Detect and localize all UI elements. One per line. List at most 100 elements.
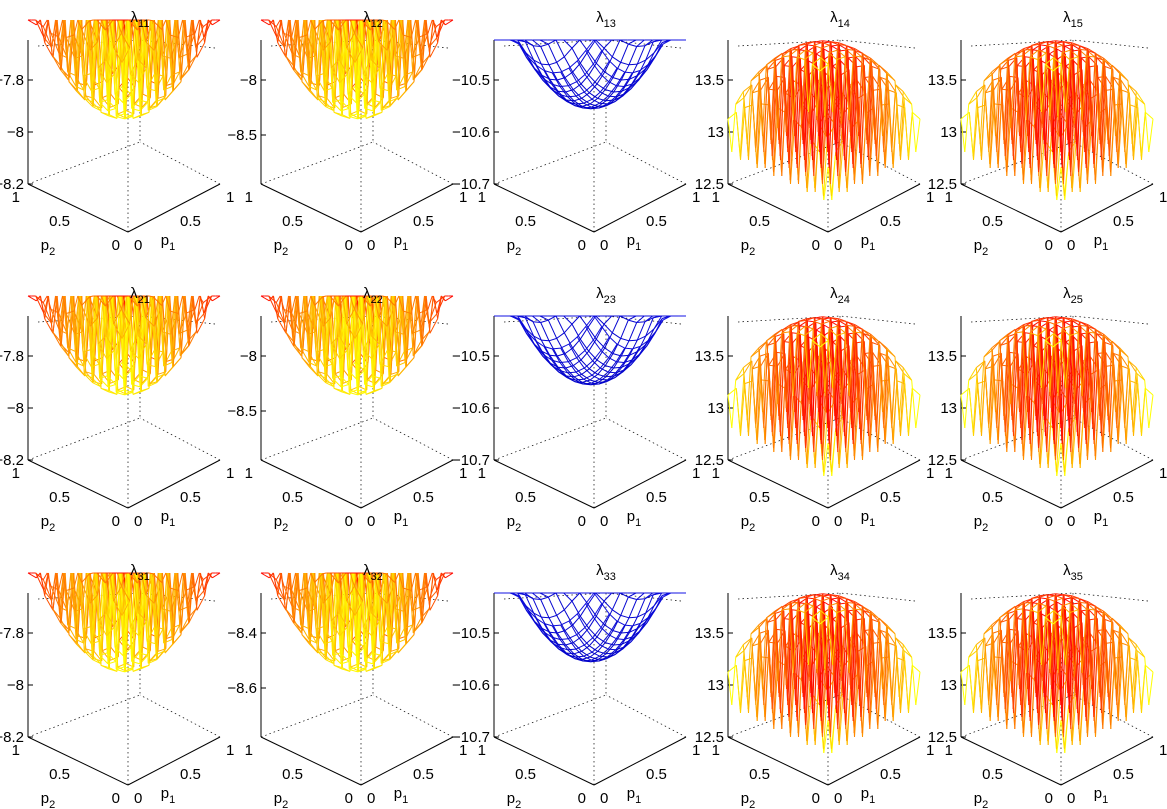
mesh-segment <box>862 329 868 421</box>
mesh-segment <box>637 335 646 341</box>
mesh-segment <box>988 356 994 429</box>
mesh-segment <box>735 112 741 157</box>
mesh-segment <box>1046 42 1056 46</box>
mesh-segment <box>596 83 606 91</box>
mesh-segment <box>1046 44 1055 49</box>
mesh-segment <box>300 71 309 76</box>
z-tick-label: 12.5 <box>928 452 957 469</box>
mesh-segment <box>89 295 94 298</box>
y-tick-label: 0.5 <box>982 489 1003 506</box>
mesh-segment <box>172 357 182 368</box>
mesh-segment <box>645 333 656 345</box>
mesh-segment <box>1062 45 1068 129</box>
mesh-segment <box>106 295 112 359</box>
chart-title: λ24 <box>830 285 850 306</box>
mesh-segment <box>116 389 125 393</box>
mesh-segment <box>100 111 109 117</box>
mesh-segment <box>113 32 122 49</box>
mesh-segment <box>758 347 763 413</box>
mesh-segment <box>50 33 60 55</box>
mesh-segment <box>882 347 888 413</box>
mesh-segment <box>557 77 566 81</box>
mesh-segment <box>607 95 616 98</box>
mesh-segment <box>1110 64 1116 137</box>
z-tick-label: 13.5 <box>695 348 724 365</box>
mesh-segment <box>1054 320 1063 325</box>
mesh-segment <box>766 65 772 141</box>
mesh-segment <box>573 83 582 91</box>
mesh-segment <box>353 32 364 49</box>
mesh-segment <box>759 80 765 153</box>
mesh-segment <box>1037 52 1047 60</box>
mesh-segment <box>535 64 544 79</box>
mesh-segment <box>138 19 144 100</box>
x-axis-line <box>127 736 221 786</box>
mesh-segment <box>73 295 78 367</box>
mesh-segment <box>903 97 909 157</box>
mesh-segment <box>106 19 112 100</box>
mesh-segment <box>550 362 559 368</box>
mesh-segment <box>276 313 286 324</box>
mesh-segment <box>879 69 885 153</box>
mesh-segment <box>353 308 364 325</box>
mesh-segment <box>1127 80 1133 145</box>
mesh-segment <box>604 332 613 349</box>
mesh-segment <box>854 326 860 425</box>
mesh-segment <box>1047 124 1053 193</box>
mesh-segment <box>988 350 993 425</box>
surface-mesh <box>27 19 221 120</box>
mesh-segment <box>576 60 586 75</box>
z-tick-label: −8.5 <box>227 127 257 144</box>
surface-mesh <box>494 315 686 386</box>
mesh-segment <box>89 295 95 327</box>
mesh-segment <box>1098 335 1104 405</box>
z-tick-label: −10.5 <box>452 348 490 365</box>
x-tick-label: 0.5 <box>413 213 434 230</box>
z-tick-label: 13 <box>707 400 724 417</box>
mesh-segment <box>1077 332 1083 397</box>
mesh-segment <box>583 84 594 93</box>
mesh-segment <box>42 26 53 48</box>
mesh-segment <box>549 78 559 92</box>
mesh-segment <box>758 71 763 137</box>
y-axis-line <box>960 459 1062 509</box>
x-axis-line <box>1060 459 1154 509</box>
mesh-segment <box>356 389 366 393</box>
mesh-segment <box>584 350 594 362</box>
mesh-segment <box>1131 367 1137 421</box>
y-tick-label: 1 <box>245 465 253 482</box>
mesh-segment <box>631 346 641 361</box>
mesh-segment <box>535 340 544 355</box>
z-tick-label: −10.6 <box>452 124 490 141</box>
mesh-segment <box>628 315 637 321</box>
mesh-segment <box>584 63 594 75</box>
mesh-segment <box>161 19 167 30</box>
mesh-segment <box>628 322 638 341</box>
mesh-segment <box>886 347 896 358</box>
mesh-segment <box>109 114 118 119</box>
mesh-segment <box>968 112 974 157</box>
mesh-segment <box>558 371 567 377</box>
mesh-segment <box>1117 103 1123 169</box>
mesh-segment <box>607 361 617 373</box>
mesh-segment <box>318 19 324 51</box>
x-tick-label: 1 <box>459 189 467 206</box>
mesh-segment <box>884 103 890 169</box>
mesh-segment <box>1086 50 1092 133</box>
mesh-segment <box>62 19 67 38</box>
mesh-segment <box>831 152 837 197</box>
mesh-segment <box>410 19 416 38</box>
y-tick-label: 0.5 <box>515 213 536 230</box>
mesh-segment <box>146 19 152 82</box>
mesh-segment <box>834 44 840 145</box>
z-tick-label: 12.5 <box>928 176 957 193</box>
mesh-segment <box>113 323 123 339</box>
mesh-segment <box>98 295 104 365</box>
mesh-segment <box>1037 59 1042 113</box>
mesh-segment <box>579 62 590 76</box>
mesh-segment <box>340 384 349 388</box>
mesh-segment <box>339 19 345 100</box>
x-axis-line <box>360 183 454 233</box>
mesh-segment <box>770 334 776 417</box>
